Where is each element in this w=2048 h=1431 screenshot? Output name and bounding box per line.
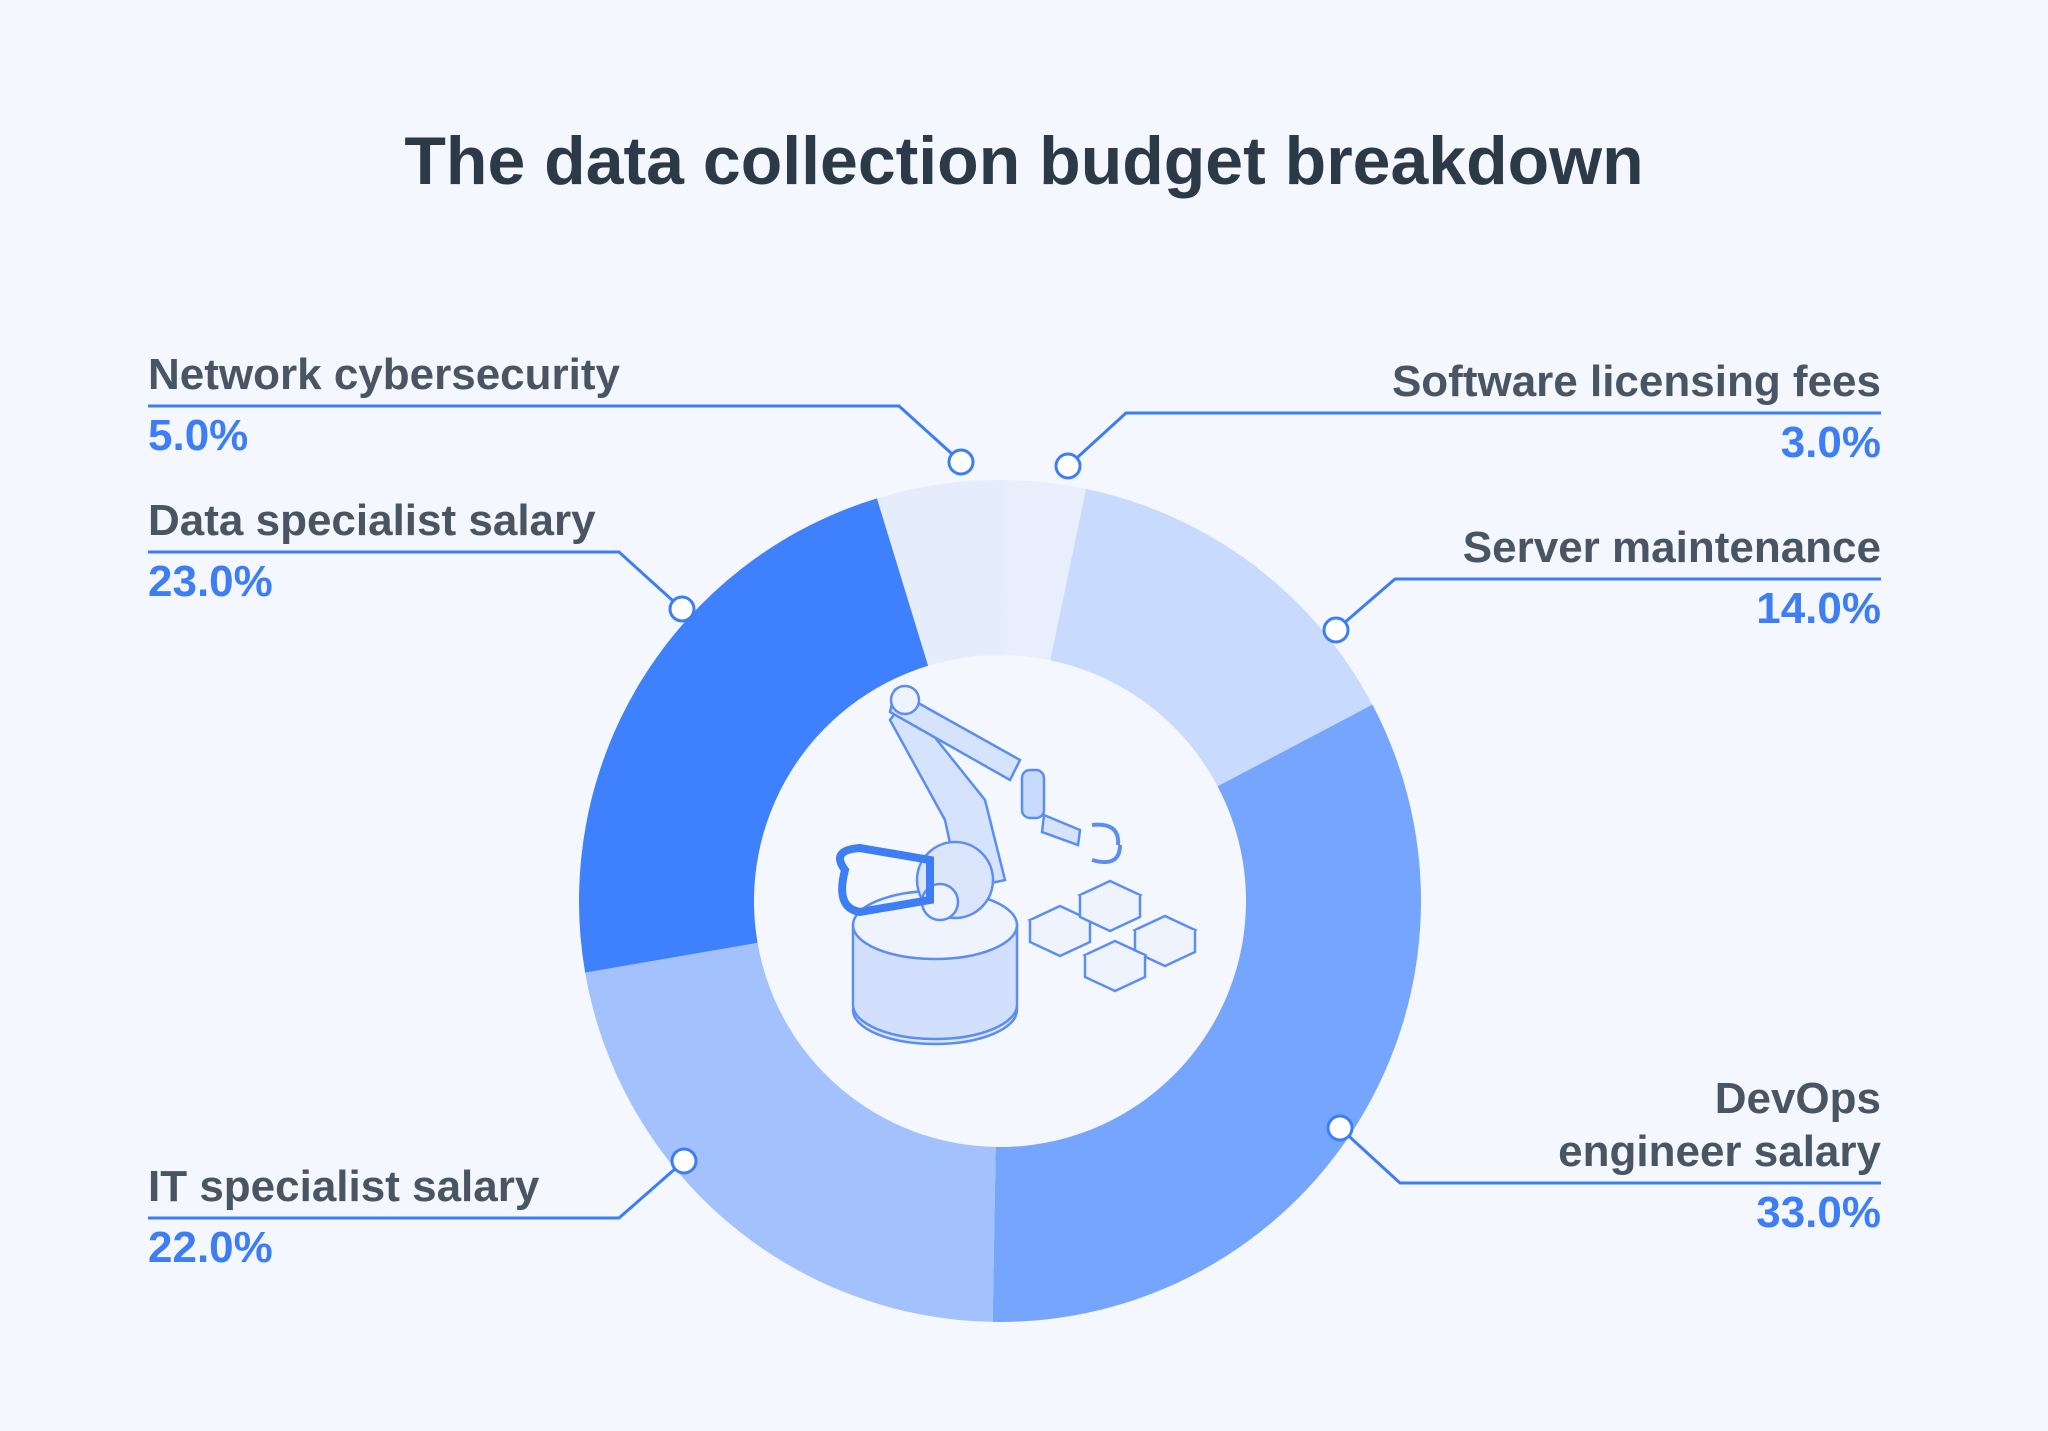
leader-dot [670,1147,698,1175]
donut-slice [1050,488,1373,787]
category-label: DevOps engineer salary [1558,1074,1881,1177]
leader-dot [1326,1114,1354,1142]
slices [578,480,1422,1322]
leader-dot [1322,616,1350,644]
donut-slice [876,480,1008,666]
leader-line [1338,1126,1881,1185]
donut-slice [992,704,1422,1322]
value-label: 23.0% [148,557,273,606]
chart-title: The data collection budget breakdown [404,123,1644,199]
value-label: 14.0% [1756,584,1881,633]
leader-line [148,404,963,464]
leader-line [148,550,684,611]
category-label: Server maintenance [1462,523,1881,573]
donut-slice [1004,480,1087,661]
value-label: 3.0% [1780,418,1881,467]
category-label: Network cybersecurity [148,350,620,400]
illustration [836,684,1198,1046]
value-label: 33.0% [1756,1188,1881,1237]
leader-dot [947,448,975,476]
category-label: Software licensing fees [1391,357,1881,407]
leader-line [1066,411,1881,468]
category-label: IT specialist salary [148,1162,540,1212]
leader-line [148,1159,685,1220]
leader-line [1335,577,1881,632]
donut-slice [585,942,996,1322]
value-label: 22.0% [148,1223,273,1272]
category-label: Data specialist salary [148,496,596,546]
leaders [148,404,1881,1220]
leader-dot [1054,452,1082,480]
donut-slice [578,498,929,973]
value-label: 5.0% [148,411,249,460]
leader-dot [668,595,696,623]
